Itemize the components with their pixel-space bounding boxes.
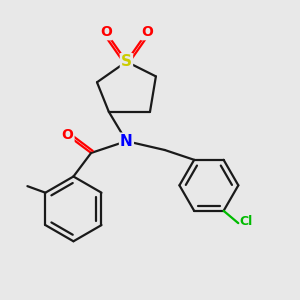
Text: O: O: [61, 128, 74, 142]
Text: O: O: [141, 25, 153, 39]
Text: O: O: [100, 25, 112, 39]
Text: N: N: [120, 134, 133, 149]
Text: Cl: Cl: [239, 215, 252, 228]
Text: S: S: [121, 54, 132, 69]
